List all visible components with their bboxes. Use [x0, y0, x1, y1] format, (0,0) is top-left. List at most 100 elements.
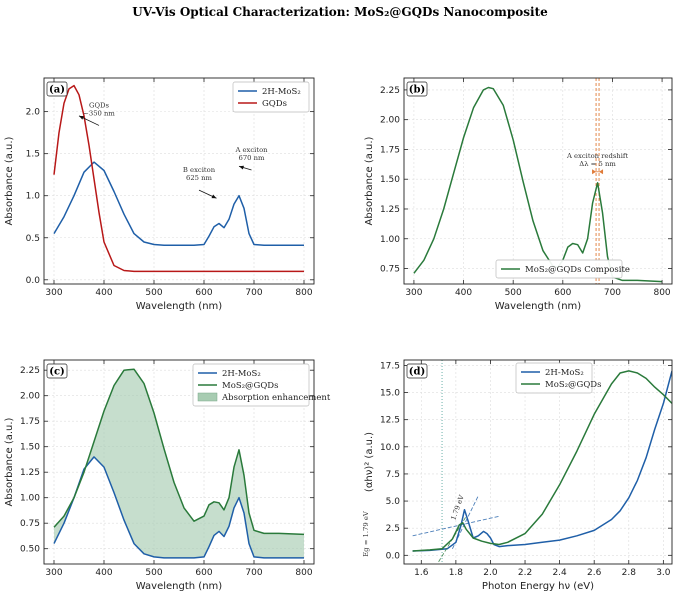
tangent-line — [452, 495, 479, 550]
legend: MoS₂@GQDs Composite — [495, 259, 630, 279]
y-tick-label: 2.25 — [20, 366, 40, 376]
x-tick-label: 500 — [145, 288, 162, 298]
y-tick-label: 0.0 — [386, 551, 401, 561]
legend-label: Absorption enhancement — [221, 393, 331, 403]
grid — [404, 78, 672, 284]
panel-label-text: (d) — [409, 367, 425, 378]
series-line-1 — [53, 368, 305, 536]
panel-label: (d) — [406, 363, 428, 379]
plot-area — [53, 368, 305, 559]
x-tick-label: 400 — [95, 288, 112, 298]
panel-c: 300 400 500 600 700 800 0.50 0.75 1.00 1.25 1.50 1.… — [4, 359, 331, 592]
annotation-text: A exciton redshift — [566, 152, 628, 160]
tangent-line — [438, 516, 467, 563]
x-tick-label: 2.4 — [552, 568, 567, 578]
y-tick-label: 2.25 — [380, 86, 400, 96]
axes-frame — [43, 77, 315, 285]
panel-label-text: (c) — [49, 367, 65, 378]
y-tick-label: 5.0 — [386, 497, 401, 507]
y-tick-label: 1.5 — [26, 150, 40, 160]
legend-box — [495, 259, 623, 279]
legend-label: MoS₂@GQDs — [222, 381, 279, 391]
series-line-0 — [53, 161, 304, 247]
y-axis-label: Absorbance (a.u.) — [364, 136, 375, 225]
y-tick-label: 10.0 — [380, 443, 400, 453]
series-line-0 — [413, 86, 663, 283]
annotation-arrow-head — [211, 194, 217, 199]
series-line-1 — [53, 84, 304, 273]
annotation-text: 625 nm — [186, 174, 213, 182]
y-axis-label: Absorbance (a.u.) — [4, 136, 15, 225]
series-line-1 — [412, 370, 672, 552]
x-tick-label: 400 — [455, 288, 472, 298]
x-tick-label: 3.0 — [656, 568, 671, 578]
y-tick-label: 0.50 — [20, 545, 40, 555]
y-tick-label: 2.00 — [380, 116, 400, 126]
axes-frame — [403, 359, 673, 565]
y-tick-label: 0.5 — [26, 234, 40, 244]
y-tick-label: 15.0 — [380, 389, 400, 399]
legend-swatch — [197, 392, 218, 402]
legend-box — [515, 362, 593, 394]
annotation-text: 670 nm — [239, 154, 266, 162]
annotation-text: ~350 nm — [83, 109, 115, 117]
ticks — [404, 78, 672, 284]
x-tick-label: 2.6 — [587, 568, 602, 578]
enhancement-fill — [54, 369, 304, 558]
panel-b: 300 400 500 600 700 800 0.75 1.00 1.25 1.50 1.75 2.… — [364, 77, 673, 312]
x-tick-label: 700 — [245, 568, 262, 578]
x-tick-label: 700 — [245, 288, 262, 298]
x-tick-label: 300 — [405, 288, 422, 298]
annotation-text: GQDs — [89, 101, 109, 109]
legend-box — [192, 363, 310, 407]
x-tick-label: 800 — [653, 288, 670, 298]
panel-label: (b) — [406, 81, 428, 97]
x-axis-label: Photon Energy hν (eV) — [482, 581, 594, 592]
x-tick-label: 300 — [45, 288, 62, 298]
panel-d: 1.79 eV 1.6 1.8 2.0 2.2 2.4 2.6 2.8 3.0 0.0 2.5 5.0… — [362, 359, 673, 592]
panel-label: (a) — [46, 81, 68, 97]
redshift-arrow-head — [592, 169, 597, 175]
y-tick-label: 1.25 — [380, 205, 400, 215]
legend: 2H-MoS₂ MoS₂@GQDs Absorption enhancement — [192, 363, 331, 407]
annotation: GQDs~350 nm — [78, 101, 115, 126]
tangent-line — [412, 515, 500, 537]
panel-label-text: (b) — [409, 85, 425, 96]
series-line-0 — [412, 370, 672, 552]
x-tick-label: 300 — [45, 568, 62, 578]
y-tick-label: 0.75 — [380, 265, 400, 275]
plot-area: 1.79 eV — [412, 360, 672, 564]
annotation-text: B exciton — [183, 166, 216, 174]
figure-title: UV-Vis Optical Characterization: MoS₂@GQ… — [132, 5, 548, 19]
y-tick-label: 17.5 — [380, 361, 400, 371]
x-tick-label: 400 — [95, 568, 112, 578]
panel-label-box — [46, 363, 68, 379]
y-tick-label: 1.50 — [380, 175, 400, 185]
y-tick-label: 1.25 — [20, 468, 40, 478]
panel-a: 300 400 500 600 700 800 0.0 0.5 1.0 1.5 2.0 Wavelen… — [4, 77, 315, 312]
y-axis-label: (αhν)² (a.u.) — [364, 432, 375, 492]
y-tick-label: 7.5 — [386, 470, 400, 480]
y-tick-label: 1.50 — [20, 443, 40, 453]
annotation-text: A exciton — [234, 146, 268, 154]
grid — [404, 360, 672, 564]
ticks — [404, 360, 672, 564]
y-tick-label: 1.00 — [20, 494, 40, 504]
axes-frame — [403, 77, 673, 285]
plot-area — [413, 78, 663, 284]
legend-box — [232, 81, 310, 113]
x-tick-label: 800 — [295, 568, 312, 578]
y-tick-label: 1.75 — [20, 417, 40, 427]
legend: 2H-MoS₂ GQDs — [232, 81, 310, 113]
legend-label: 2H-MoS₂ — [262, 87, 301, 97]
y-tick-label: 2.5 — [386, 524, 400, 534]
x-tick-label: 2.2 — [518, 568, 532, 578]
legend: 2H-MoS₂ MoS₂@GQDs — [515, 362, 602, 394]
x-tick-label: 500 — [505, 288, 522, 298]
ticks — [44, 360, 314, 564]
x-tick-label: 600 — [195, 568, 212, 578]
panel-label-box — [46, 81, 68, 97]
